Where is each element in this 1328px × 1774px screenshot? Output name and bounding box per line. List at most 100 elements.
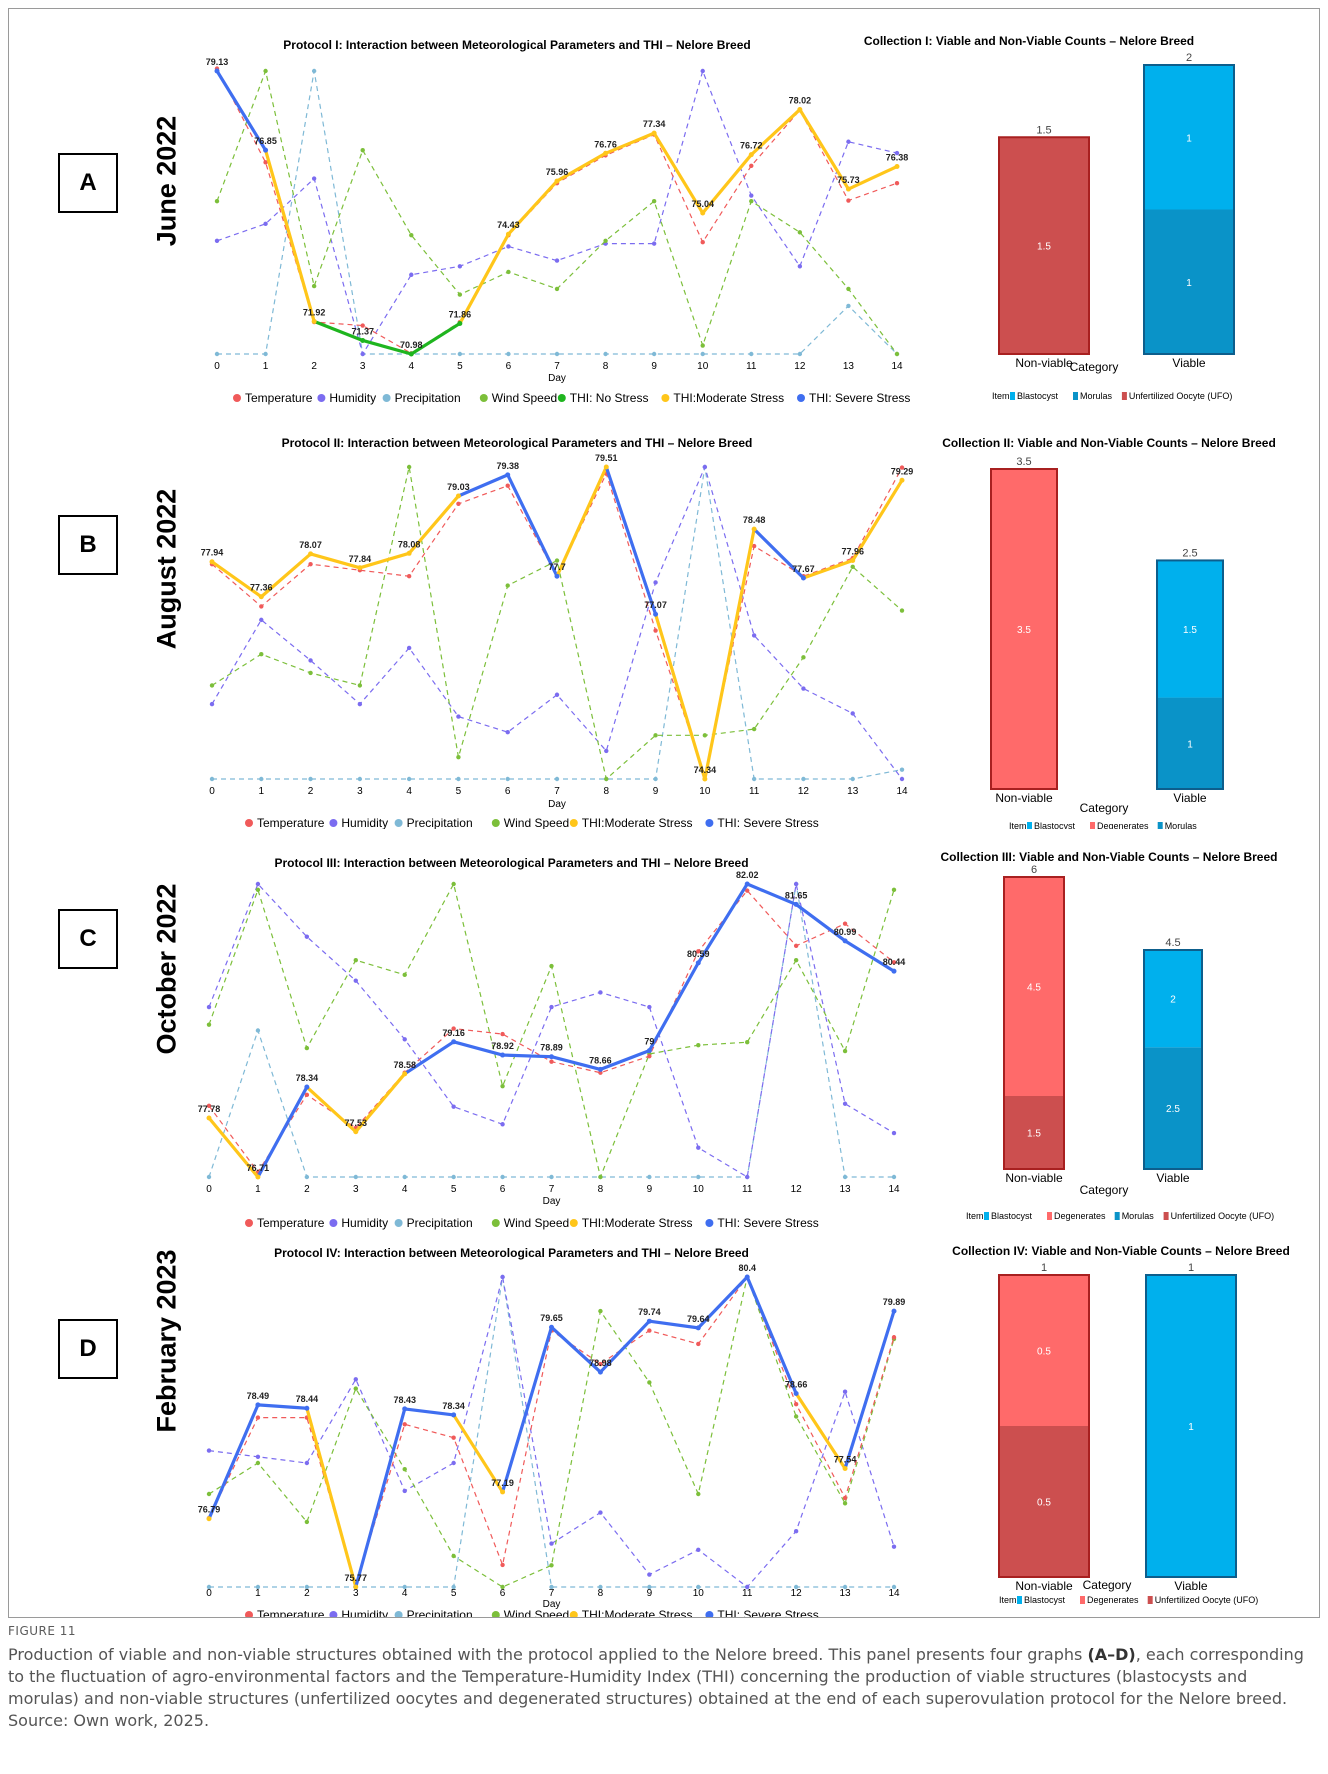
thi-data-label: 70.98	[400, 340, 423, 350]
x-tick-label: 11	[746, 361, 757, 372]
thi-segment	[259, 552, 313, 599]
chart-title: Protocol III: Interaction between Meteor…	[274, 856, 748, 870]
bar-outline	[998, 136, 1090, 355]
thi-data-label: 78.34	[442, 1401, 465, 1411]
legend-label: THI:Moderate Stress	[582, 1216, 693, 1230]
x-tick-label: 2	[304, 1588, 310, 1599]
thi-segment	[358, 551, 411, 570]
thi-point	[214, 68, 220, 74]
thi-point	[402, 1071, 408, 1077]
x-tick-label: 7	[549, 1184, 555, 1195]
thi-data-label: 79.64	[687, 1314, 710, 1324]
thi-data-label: 77.78	[198, 1104, 221, 1114]
legend-label: THI:Moderate Stress	[582, 816, 693, 829]
legend-label: Wind Speed	[492, 391, 557, 405]
wind-speed-point	[549, 963, 554, 969]
bar-total-label: 1	[1188, 1262, 1194, 1274]
temperature-point	[653, 628, 658, 633]
bar-legend-swatch	[1073, 392, 1078, 400]
thi-segment	[215, 69, 268, 152]
humidity-point	[505, 730, 510, 735]
precipitation-point	[206, 1584, 212, 1590]
bar-segment-label: 1	[1188, 1422, 1194, 1433]
thi-data-label: 77.36	[250, 583, 273, 593]
thi-point	[603, 150, 609, 156]
thi-data-label: 78.98	[589, 1358, 612, 1368]
bar-total-label: 6	[1031, 864, 1037, 876]
bar-segment-label: 0.5	[1037, 1347, 1051, 1358]
humidity-point	[311, 176, 317, 181]
legend-swatch	[569, 819, 578, 827]
thi-segment	[749, 107, 802, 157]
humidity-point	[549, 1541, 554, 1546]
thi-point	[308, 551, 314, 557]
bar-legend-title: Item	[999, 1595, 1017, 1605]
wind-speed-point	[651, 198, 657, 204]
bar-outline	[1156, 559, 1224, 790]
x-tick-label: 12	[798, 786, 810, 797]
wind-speed-point	[308, 670, 313, 676]
thi-segment	[598, 1049, 651, 1072]
precipitation-point	[850, 776, 855, 782]
x-tick-label: 13	[843, 361, 855, 372]
bar-outline	[1003, 876, 1065, 1170]
thi-segment	[458, 232, 511, 326]
temperature-point	[793, 943, 799, 949]
precipitation-point	[696, 1584, 701, 1590]
precipitation-point	[506, 351, 511, 357]
humidity-point	[259, 617, 264, 623]
thi-segment	[506, 179, 559, 236]
legend-label: Precipitation	[407, 816, 473, 829]
thi-point	[209, 559, 215, 565]
temperature-point	[259, 604, 264, 609]
x-tick-label: 3	[357, 786, 363, 797]
thi-data-label: 75.77	[345, 1573, 368, 1583]
bar-segment-label: 4.5	[1027, 983, 1041, 994]
precipitation-point	[209, 776, 215, 782]
precipitation-point	[259, 776, 264, 782]
bar-total-label: 4.5	[1165, 937, 1180, 949]
bar-legend-title: Item	[1009, 821, 1027, 829]
temperature-point	[899, 465, 905, 470]
humidity-point	[554, 692, 560, 697]
thi-point	[360, 337, 366, 343]
thi-point	[554, 573, 560, 579]
temperature-point	[255, 1415, 261, 1420]
x-tick-label: 2	[308, 786, 314, 797]
legend-label: Precipitation	[395, 391, 461, 405]
precipitation-point	[891, 1584, 897, 1590]
x-tick-label: 7	[554, 786, 560, 797]
thi-data-label: 78.66	[785, 1380, 808, 1390]
precipitation-point	[603, 351, 608, 357]
bar-category-label: Viable	[1156, 1171, 1189, 1185]
legend-swatch	[705, 819, 714, 827]
thi-data-label: 76.79	[198, 1505, 221, 1515]
temperature-point	[206, 1103, 212, 1109]
x-tick-label: 3	[353, 1184, 359, 1195]
thi-data-label: 78.92	[491, 1041, 514, 1051]
x-tick-label: 9	[647, 1184, 653, 1195]
thi-point	[357, 565, 363, 571]
thi-data-label: 74.43	[497, 220, 520, 230]
x-tick-label: 11	[749, 786, 760, 797]
wind-speed-point	[842, 1048, 848, 1054]
bar-legend-label: Blastocyst	[1034, 821, 1076, 829]
wind-speed-point	[353, 1386, 358, 1391]
thi-segment	[354, 1407, 407, 1589]
thi-segment	[312, 319, 365, 343]
temperature-point	[846, 198, 851, 203]
thi-data-label: 77.96	[841, 547, 864, 557]
humidity-point	[751, 633, 757, 638]
panel-d: D February 2023 Protocol IV: Interaction…	[9, 1237, 1319, 1617]
precipitation-point	[406, 776, 412, 782]
precipitation-point	[304, 1584, 310, 1590]
precipitation-point	[891, 1174, 897, 1180]
legend-swatch	[394, 1611, 403, 1617]
x-tick-label: 0	[206, 1184, 212, 1195]
thi-segment	[256, 1403, 309, 1410]
thi-data-label: 78.48	[743, 515, 766, 525]
bar-legend-swatch	[984, 1212, 989, 1220]
bar-segment	[1004, 1096, 1064, 1169]
humidity-point	[402, 1488, 407, 1494]
thi-data-label: 79.13	[206, 57, 229, 67]
